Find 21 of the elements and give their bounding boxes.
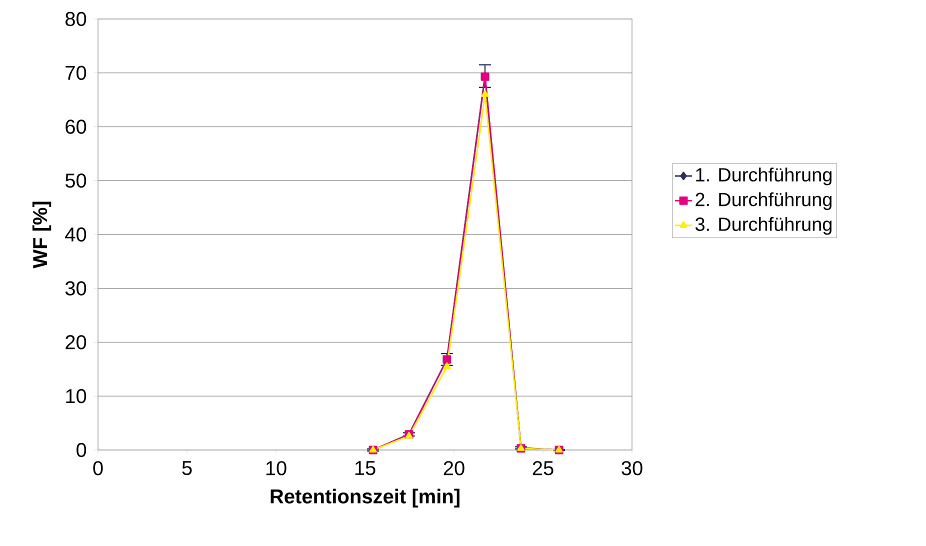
x-tick-label: 30 bbox=[622, 461, 642, 476]
y-tick-label: 30 bbox=[65, 281, 86, 296]
x-tick-label: 0 bbox=[93, 461, 103, 476]
y-tick-label: 40 bbox=[65, 227, 86, 242]
legend-label: 2. Durchführung bbox=[696, 192, 832, 210]
x-tick-label: 5 bbox=[182, 461, 192, 476]
x-tick-label: 10 bbox=[266, 461, 286, 476]
y-axis-title: WF [%] bbox=[32, 202, 52, 268]
x-tick-label: 25 bbox=[532, 461, 554, 476]
y-tick-label: 80 bbox=[66, 12, 86, 26]
y-tick-label: 50 bbox=[65, 174, 86, 188]
legend-label: 1. Durchführung bbox=[696, 168, 832, 186]
y-tick-label: 20 bbox=[66, 335, 86, 350]
y-tick-label: 60 bbox=[66, 120, 86, 134]
x-tick-label: 20 bbox=[444, 461, 464, 476]
y-tick-label: 0 bbox=[76, 442, 86, 458]
x-tick-label: 15 bbox=[355, 461, 376, 476]
x-axis-title: Retentionszeit [min] bbox=[270, 488, 460, 508]
y-tick-label: 10 bbox=[66, 389, 86, 404]
y-tick-label: 70 bbox=[66, 66, 86, 80]
legend-label: 3. Durchführung bbox=[695, 217, 832, 235]
